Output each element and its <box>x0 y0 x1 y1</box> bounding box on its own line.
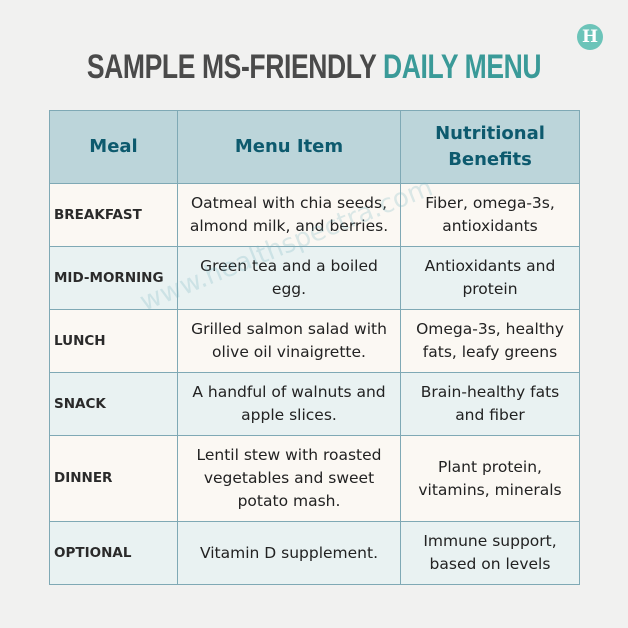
menu-table: Meal Menu Item Nutritional Benefits BREA… <box>49 110 580 585</box>
brand-logo: H <box>577 24 603 50</box>
table-row: LUNCH Grilled salmon salad with olive oil… <box>49 309 580 373</box>
benefits-cell: Brain-healthy fats and fiber <box>400 372 580 436</box>
header-meal: Meal <box>49 110 178 184</box>
menu-item-cell: Green tea and a boiled egg. <box>177 246 401 310</box>
table-header-row: Meal Menu Item Nutritional Benefits <box>49 110 580 184</box>
benefits-cell: Plant protein, vitamins, minerals <box>400 435 580 522</box>
title-part-2: DAILY MENU <box>382 48 542 86</box>
menu-item-cell: Vitamin D supplement. <box>177 521 401 585</box>
header-menu-item: Menu Item <box>177 110 401 184</box>
meal-cell: MID-MORNING <box>49 246 178 310</box>
page-title: SAMPLE MS-FRIENDLY DAILY MENU <box>69 48 559 87</box>
menu-item-cell: Lentil stew with roasted vegetables and … <box>177 435 401 522</box>
menu-item-cell: A handful of walnuts and apple slices. <box>177 372 401 436</box>
benefits-cell: Omega-3s, healthy fats, leafy greens <box>400 309 580 373</box>
meal-cell: OPTIONAL <box>49 521 178 585</box>
header-nutritional-benefits: Nutritional Benefits <box>400 110 580 184</box>
table-row: MID-MORNING Green tea and a boiled egg. An… <box>49 246 580 310</box>
meal-cell: DINNER <box>49 435 178 522</box>
benefits-cell: Immune support, based on levels <box>400 521 580 585</box>
meal-cell: SNACK <box>49 372 178 436</box>
title-part-1: SAMPLE MS-FRIENDLY <box>86 48 383 86</box>
menu-item-cell: Grilled salmon salad with olive oil vina… <box>177 309 401 373</box>
table-row: SNACK A handful of walnuts and apple slic… <box>49 372 580 436</box>
table-row: DINNER Lentil stew with roasted vegetable… <box>49 435 580 522</box>
meal-cell: BREAKFAST <box>49 183 178 247</box>
table-row: OPTIONAL Vitamin D supplement. Immune supp… <box>49 521 580 585</box>
menu-item-cell: Oatmeal with chia seeds, almond milk, an… <box>177 183 401 247</box>
benefits-cell: Antioxidants and protein <box>400 246 580 310</box>
meal-cell: LUNCH <box>49 309 178 373</box>
benefits-cell: Fiber, omega-3s, antioxidants <box>400 183 580 247</box>
table-row: BREAKFAST Oatmeal with chia seeds, almond… <box>49 183 580 247</box>
